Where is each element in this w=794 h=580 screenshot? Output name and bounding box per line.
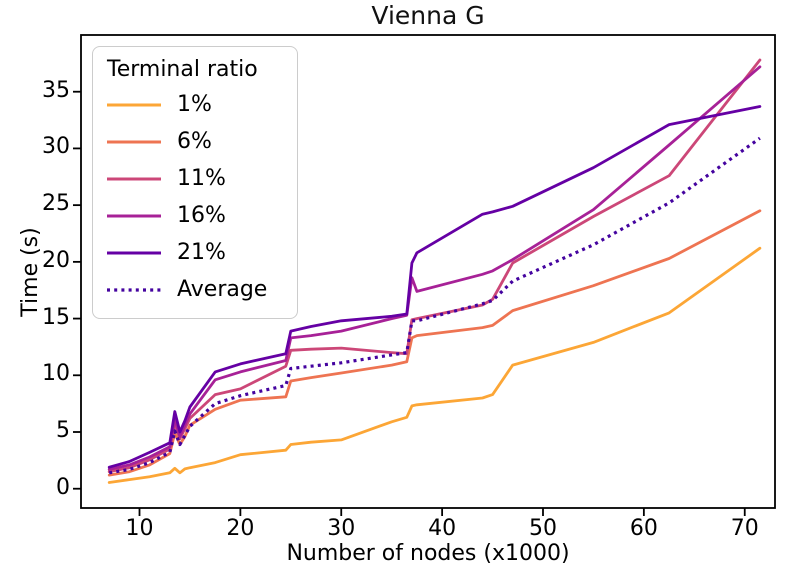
x-tick-label: 10 (125, 516, 154, 541)
y-tick-label: 0 (56, 474, 70, 500)
plot-frame (80, 34, 776, 509)
legend-items: 1% 6% 11% 16% 21% Average (105, 86, 287, 308)
legend-box: Terminal ratio 1% 6% 11% 16% 21% Average (92, 46, 298, 319)
legend-item-16pct: 16% (105, 197, 287, 234)
legend-item-average: Average (105, 271, 287, 308)
series-line-21pct (107, 105, 762, 469)
series-line-1pct (107, 246, 762, 484)
legend-swatch-line (107, 140, 161, 143)
y-tick-label: 25 (42, 191, 70, 217)
chart-title: Vienna G (371, 1, 485, 30)
legend-label: 11% (177, 166, 226, 191)
x-tick-label: 70 (730, 516, 759, 541)
y-tick-label: 35 (42, 77, 70, 103)
legend-item-21pct: 21% (105, 234, 287, 271)
legend-item-11pct: 11% (105, 160, 287, 197)
y-tick-label: 15 (42, 304, 70, 330)
x-tick-label: 20 (226, 516, 255, 541)
legend-swatch-line (107, 214, 161, 217)
legend-label: 1% (177, 92, 212, 117)
legend-title: Terminal ratio (107, 57, 258, 82)
y-tick-label: 30 (42, 134, 70, 160)
legend-label: 16% (177, 203, 226, 228)
x-axis-label: Number of nodes (x1000) (286, 541, 570, 566)
legend-swatch-line (107, 251, 161, 254)
legend-swatch-line (107, 177, 161, 180)
legend-label: 6% (177, 129, 212, 154)
x-tick-label: 50 (528, 516, 557, 541)
x-tick-label: 60 (629, 516, 658, 541)
x-tick-label: 40 (428, 516, 457, 541)
y-tick-label: 10 (42, 361, 70, 387)
legend-swatch-line (107, 103, 161, 106)
legend-item-6pct: 6% (105, 123, 287, 160)
legend-item-1pct: 1% (105, 86, 287, 123)
legend-swatch-line (107, 287, 161, 292)
legend-label: Average (177, 277, 268, 302)
series-line-average (108, 136, 761, 475)
x-tick-label: 30 (327, 516, 356, 541)
legend-label: 21% (177, 240, 226, 265)
y-tick-label: 20 (42, 247, 70, 273)
y-tick-label: 5 (56, 418, 70, 443)
